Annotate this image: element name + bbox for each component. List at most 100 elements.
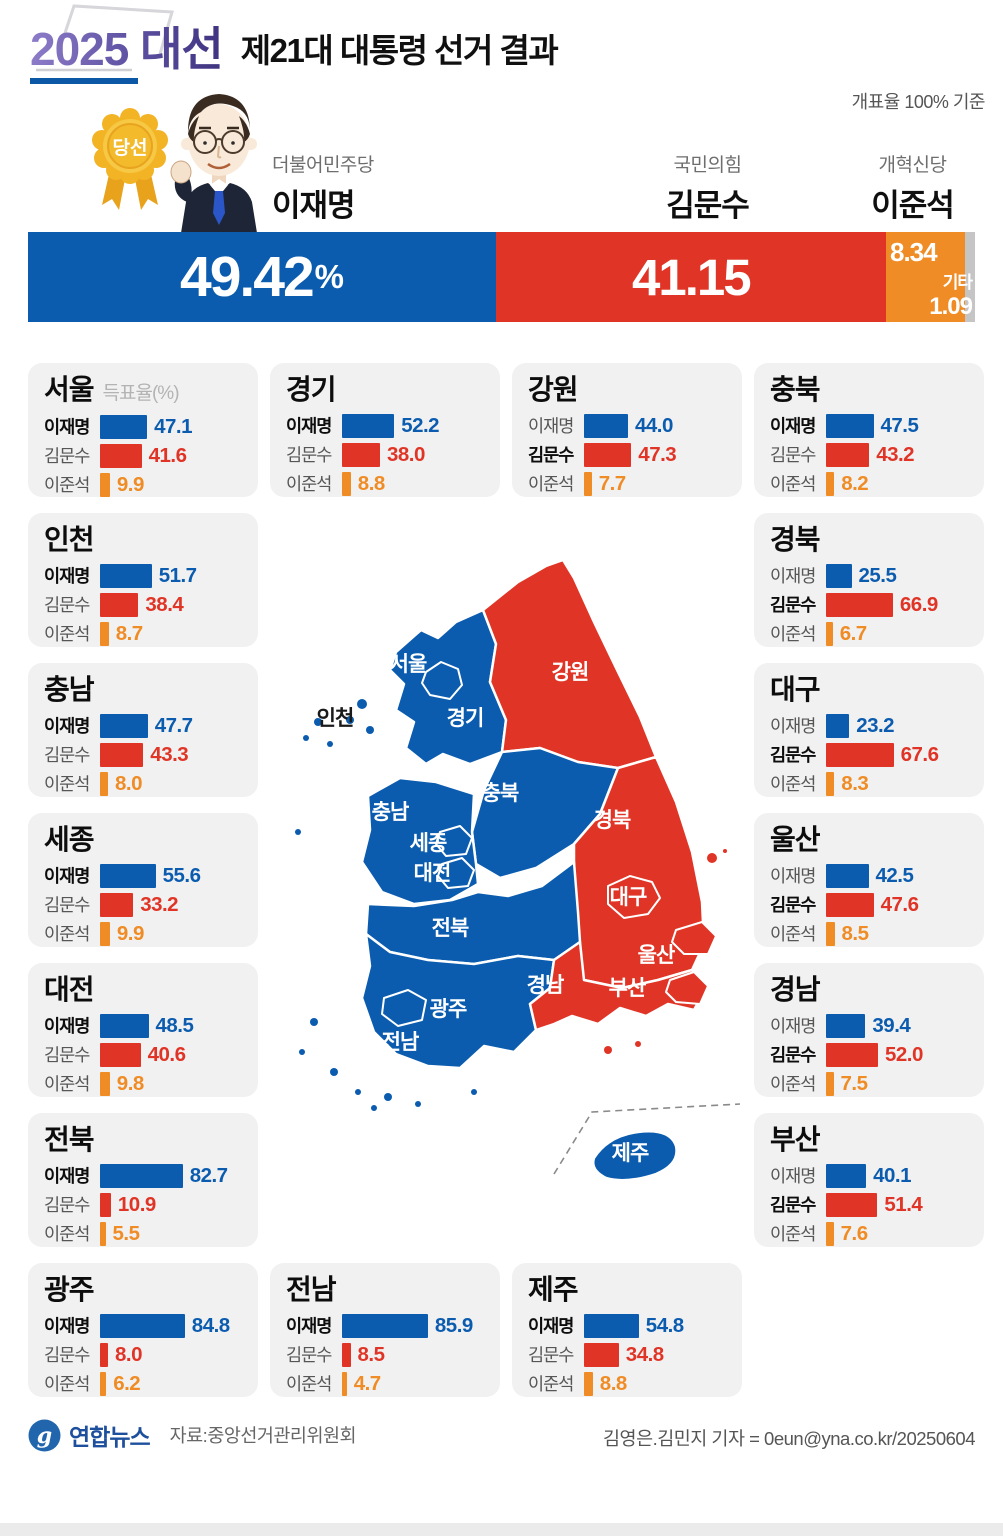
vote-bar — [826, 1163, 867, 1188]
candidate-label: 이준석 — [44, 1374, 90, 1394]
result-row: 이준석 8.8 — [528, 1369, 727, 1398]
result-row: 김문수 52.0 — [770, 1040, 969, 1069]
map-region-daegu — [607, 875, 661, 919]
national-bar-segment-lee-jaemyung: 49.42% — [28, 232, 496, 322]
candidate-label: 김문수 — [44, 1195, 90, 1215]
region-card-title: 세종 — [44, 824, 95, 855]
national-value-others: 1.09 — [929, 293, 973, 320]
candidate-label: 이준석 — [44, 924, 90, 944]
result-row: 김문수 43.2 — [770, 440, 969, 469]
vote-bar — [584, 1313, 639, 1338]
result-row: 김문수 8.0 — [44, 1340, 243, 1369]
map-label-seoul: 서울 — [390, 653, 427, 676]
national-bar-segment-lee-junseok — [885, 232, 965, 322]
map-region-jeju — [592, 1130, 678, 1182]
result-row: 이재명 55.6 — [44, 861, 243, 890]
vote-bar — [100, 621, 109, 646]
header: 2025 대선 제21대 대통령 선거 결과 — [30, 23, 559, 75]
vote-bar — [100, 1221, 106, 1246]
vote-bar — [342, 413, 395, 438]
vote-value: 47.7 — [154, 713, 193, 737]
map-label-ulsan: 울산 — [638, 944, 675, 967]
vote-value: 8.2 — [841, 471, 869, 495]
result-row: 이준석 4.7 — [286, 1369, 485, 1398]
vote-value: 84.8 — [191, 1313, 230, 1337]
candidate-label: 이재명 — [44, 1166, 90, 1186]
vote-value: 8.5 — [357, 1342, 386, 1366]
vote-bar — [826, 1071, 834, 1096]
vote-value: 33.2 — [140, 892, 179, 916]
vote-bar — [100, 1013, 149, 1038]
result-row: 김문수 38.0 — [286, 440, 485, 469]
candidate-label: 이재명 — [770, 1166, 816, 1186]
svg-text:g: g — [37, 1423, 52, 1449]
percent-sign: % — [314, 258, 344, 295]
result-row: 이준석 8.3 — [770, 769, 969, 798]
byline: 김영은.김민지 기자 = 0eun@yna.co.kr/20250604 — [603, 1428, 975, 1449]
vote-value: 47.6 — [880, 892, 919, 916]
candidate-label: 이준석 — [528, 1374, 574, 1394]
vote-bar — [100, 1371, 107, 1396]
map-label-sejong: 세종 — [410, 832, 447, 855]
national-value-junseok: 8.34 — [890, 237, 938, 267]
vote-value: 7.7 — [598, 471, 627, 495]
vote-value: 8.0 — [115, 771, 143, 795]
party-label: 개혁신당 — [878, 155, 947, 176]
vote-value: 43.3 — [150, 742, 189, 766]
candidate-label: 이준석 — [770, 624, 816, 644]
vote-bar — [100, 771, 108, 796]
result-row: 이재명 23.2 — [770, 711, 969, 740]
candidate-label: 김문수 — [44, 595, 90, 615]
result-row: 이준석 9.9 — [44, 470, 243, 499]
vote-bar — [584, 1371, 593, 1396]
candidate-label: 이준석 — [44, 774, 90, 794]
vote-bar — [100, 472, 110, 497]
candidate-label: 이준석 — [44, 1074, 90, 1094]
candidate-block-lee-junseok: 개혁신당 이준석 — [820, 150, 1003, 225]
region-card-title: 대전 — [44, 974, 95, 1005]
map-label-gyeongbuk: 경북 — [594, 809, 631, 832]
candidate-label: 김문수 — [44, 446, 90, 466]
result-row: 이준석 8.0 — [44, 769, 243, 798]
vote-bar — [342, 1313, 428, 1338]
candidate-label: 이준석 — [286, 1374, 332, 1394]
map-islands-west — [295, 699, 477, 1111]
result-row: 김문수 67.6 — [770, 740, 969, 769]
candidate-label: 김문수 — [528, 1345, 574, 1365]
count-rate-note: 개표율 100% 기준 — [851, 92, 986, 112]
result-row: 이재명 52.2 — [286, 411, 485, 440]
candidate-label: 이준석 — [770, 1224, 816, 1244]
region-card: 강원 이재명 44.0 김문수 47.3 이준석 7.7 — [512, 363, 742, 497]
region-card: 서울 득표율(%) 이재명 47.1 김문수 41.6 이준석 9.9 — [28, 363, 258, 497]
header-badge: 2025 대선 — [30, 23, 224, 75]
region-grid: 서울 득표율(%) 이재명 47.1 김문수 41.6 이준석 9.9 경기 — [28, 363, 985, 1397]
map-region-busan — [665, 971, 709, 1005]
result-row: 이재명 85.9 — [286, 1311, 485, 1340]
candidate-name: 김문수 — [666, 188, 750, 223]
national-value-kim: 41.15 — [632, 248, 752, 306]
region-card: 경북 이재명 25.5 김문수 66.9 이준석 6.7 — [754, 513, 984, 647]
map-label-jeju: 제주 — [612, 1142, 649, 1165]
region-card: 충북 이재명 47.5 김문수 43.2 이준석 8.2 — [754, 363, 984, 497]
others-label: 기타 — [942, 273, 973, 292]
region-card: 울산 이재명 42.5 김문수 47.6 이준석 8.5 — [754, 813, 984, 947]
region-card: 광주 이재명 84.8 김문수 8.0 이준석 6.2 — [28, 1263, 258, 1397]
result-row: 김문수 41.6 — [44, 441, 243, 470]
result-row: 이재명 84.8 — [44, 1311, 243, 1340]
result-row: 김문수 38.4 — [44, 590, 243, 619]
vote-bar — [100, 443, 142, 468]
region-card: 제주 이재명 54.8 김문수 34.8 이준석 8.8 — [512, 1263, 742, 1397]
vote-bar — [584, 413, 628, 438]
vote-bar — [584, 442, 632, 467]
vote-bar — [826, 1192, 878, 1217]
candidate-label: 이재명 — [44, 1316, 90, 1336]
region-card-title: 경남 — [770, 974, 821, 1005]
candidate-block-kim-moonsoo: 국민의힘 김문수 — [615, 150, 800, 225]
candidate-label: 김문수 — [44, 1045, 90, 1065]
result-row: 이재명 47.1 — [44, 412, 243, 441]
ballot-box-icon — [36, 4, 174, 72]
region-card-title: 울산 — [770, 824, 821, 855]
candidate-name: 이준석 — [871, 188, 955, 223]
region-card-title: 충북 — [770, 374, 821, 405]
map-region-gwangju — [381, 989, 427, 1027]
